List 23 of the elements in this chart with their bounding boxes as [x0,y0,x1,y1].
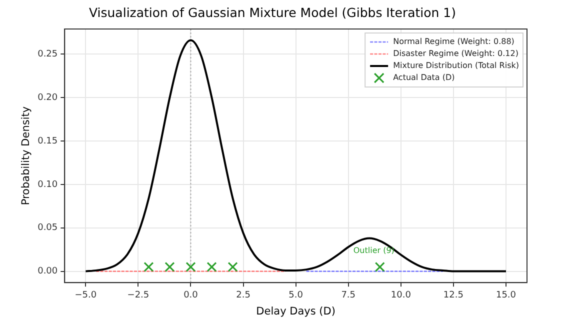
x-tick-label: 15.0 [496,290,516,300]
y-tick-label: 0.05 [38,223,58,234]
y-axis-title: Probability Density [20,106,32,206]
x-tick-label: 12.5 [443,290,464,300]
y-tick-label: 0.20 [38,92,58,103]
x-tick-label: 7.5 [341,290,356,300]
x-axis-title: Delay Days (D) [256,305,336,318]
x-tick-label: 10.0 [390,290,412,300]
y-tick-label: 0.25 [38,50,58,60]
legend-label: Normal Regime (Weight: 0.88) [393,37,514,46]
x-tick-label: 5.0 [288,290,304,300]
legend-label: Disaster Regime (Weight: 0.12) [393,49,518,58]
legend-label: Mixture Distribution (Total Risk) [393,61,520,70]
x-tick-label: 2.5 [236,290,250,300]
x-tick-label: −2.5 [127,290,150,300]
annotation: Outlier (9) [353,246,394,256]
chart-title: Visualization of Gaussian Mixture Model (Gibbs Iteration 1) [89,4,456,20]
y-tick-label: 0.15 [38,136,58,146]
legend-label: Actual Data (D) [393,73,455,82]
x-tick-label: −5.0 [74,290,97,300]
y-tick-label: 0.00 [38,266,58,277]
y-tick-label: 0.10 [38,180,58,190]
x-tick-label: 0.0 [184,290,198,300]
